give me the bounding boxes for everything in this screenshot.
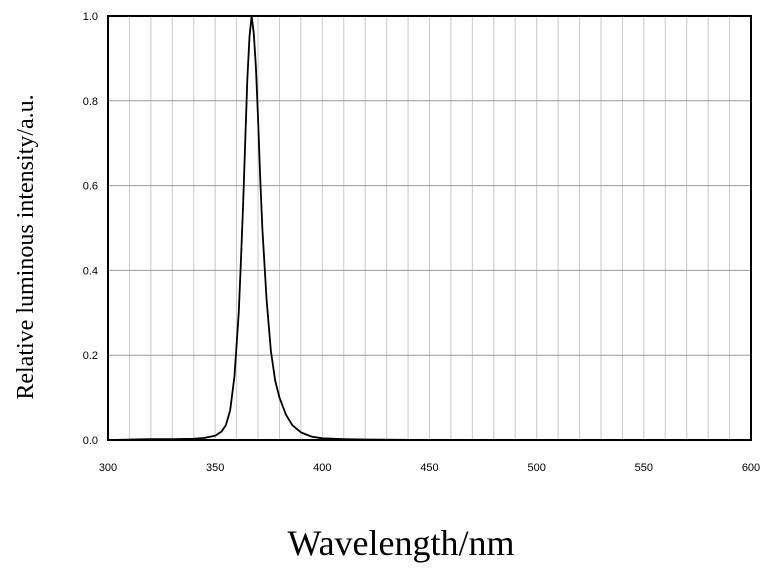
y-tick-label: 1.0 xyxy=(83,11,98,23)
x-tick-label: 300 xyxy=(99,462,117,474)
x-tick-label: 350 xyxy=(206,462,224,474)
y-tick-label: 0.2 xyxy=(83,350,98,362)
series-line xyxy=(107,15,751,441)
y-tick-label: 0.6 xyxy=(83,181,98,193)
tick-labels: 300 350 400 450 500 550 600 0.0 0.2 0.4 0.6 0.8 1.0 xyxy=(83,11,760,474)
x-axis-label: Wavelength/nm xyxy=(287,523,514,563)
x-tick-label: 500 xyxy=(527,462,545,474)
x-tick-label: 550 xyxy=(635,462,653,474)
y-tick-label: 0.8 xyxy=(83,96,98,108)
y-tick-label: 0.0 xyxy=(83,435,98,447)
x-tick-label: 600 xyxy=(742,462,760,474)
y-tick-label: 0.4 xyxy=(83,265,98,277)
grid xyxy=(108,16,751,440)
x-tick-label: 450 xyxy=(420,462,438,474)
x-tick-label: 400 xyxy=(313,462,331,474)
y-axis-label: Relative luminous intensity/a.u. xyxy=(13,94,39,399)
